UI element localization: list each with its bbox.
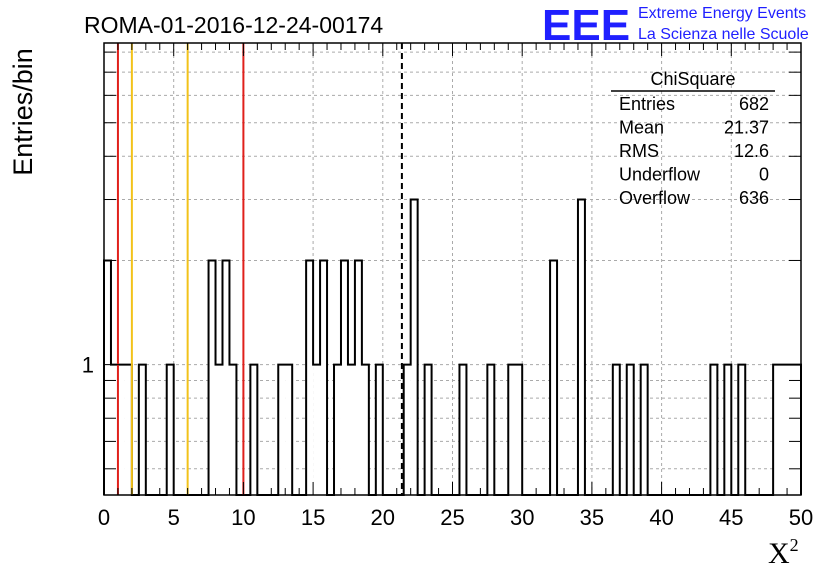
histogram-bar — [104, 260, 111, 495]
histogram-bar — [487, 364, 495, 495]
histogram-bars — [103, 198, 802, 496]
histogram-bar — [773, 364, 781, 495]
histogram-bar — [320, 260, 328, 495]
stats-label: RMS — [619, 141, 659, 161]
histogram-bar — [780, 364, 788, 495]
histogram-bar — [334, 364, 341, 495]
histogram-bar — [550, 260, 558, 495]
histogram-bar — [375, 364, 383, 495]
x-tick-label: 25 — [440, 505, 464, 530]
histogram-bar — [626, 364, 634, 495]
x-tick-label: 30 — [510, 505, 534, 530]
axis-ticks — [103, 43, 802, 495]
x-tick-labels: 0 5 10 15 20 25 30 35 40 45 50 — [98, 505, 813, 530]
histogram-bar — [313, 364, 321, 495]
chart-title: ROMA-01-2016-12-24-00174 — [84, 12, 383, 38]
x-tick-label: 5 — [168, 505, 180, 530]
histogram-bar — [577, 199, 585, 495]
histogram-bar — [724, 364, 732, 495]
x-tick-label: 10 — [231, 505, 255, 530]
histogram-bar — [612, 364, 620, 495]
histogram-bar — [138, 364, 146, 495]
x-tick-label: 20 — [371, 505, 395, 530]
stats-label: Overflow — [619, 188, 691, 208]
histogram-bar — [278, 364, 286, 495]
logo-line-1: Extreme Energy Events — [638, 5, 806, 22]
histogram-bar — [306, 260, 314, 495]
histogram-bar — [222, 260, 230, 495]
stats-label: Underflow — [619, 165, 701, 185]
stats-title: ChiSquare — [650, 69, 735, 89]
y-axis-label: Entries/bin — [8, 48, 38, 176]
histogram-bar — [117, 364, 125, 495]
stats-label: Mean — [619, 118, 664, 138]
logo-line-2: La Scienza nelle Scuole — [638, 26, 809, 43]
y-tick-label: 1 — [82, 353, 94, 378]
x-tick-label: 0 — [98, 505, 110, 530]
histogram-bar — [285, 364, 293, 495]
histogram-bar — [340, 260, 348, 495]
eee-logo: EEE Extreme Energy Events La Scienza nel… — [542, 1, 809, 50]
histogram-bar — [508, 364, 516, 495]
histogram-bar — [459, 364, 467, 495]
stats-box: ChiSquare Entries 682 Mean 21.37 RMS 12.6 Unde… — [611, 69, 775, 208]
reference-lines — [116, 43, 403, 495]
y-tick-labels: 1 — [82, 353, 94, 378]
x-tick-label: 35 — [580, 505, 604, 530]
histogram-bar — [403, 364, 411, 495]
histogram-bar — [794, 364, 801, 495]
histogram-bar — [424, 364, 432, 495]
x-tick-label: 45 — [719, 505, 743, 530]
histogram-bar — [354, 260, 362, 495]
x-tick-label: 50 — [789, 505, 813, 530]
histogram-bar — [787, 364, 795, 495]
logo-mark: EEE — [542, 1, 630, 50]
histogram-bar — [710, 364, 718, 495]
histogram-bar — [250, 364, 258, 495]
x-axis-label-main: X — [768, 537, 790, 570]
histogram-bar — [410, 199, 418, 495]
stats-value: 0 — [759, 165, 769, 185]
histogram-bar — [515, 364, 523, 495]
histogram-bar — [361, 364, 369, 495]
histogram-bar — [640, 364, 648, 495]
histogram-bar — [166, 364, 174, 495]
histogram-bar — [124, 364, 132, 495]
histogram-bar — [738, 364, 746, 495]
histogram-bar — [110, 364, 118, 495]
histogram-bar — [347, 364, 355, 495]
histogram-bar — [215, 364, 223, 495]
histogram-bar — [208, 260, 216, 495]
stats-value: 636 — [739, 188, 769, 208]
stats-value: 21.37 — [724, 118, 769, 138]
histogram-bar — [229, 364, 237, 495]
x-tick-label: 40 — [649, 505, 673, 530]
x-tick-label: 15 — [301, 505, 325, 530]
stats-value: 12.6 — [734, 141, 769, 161]
stats-label: Entries — [619, 94, 675, 114]
x-axis-label: X2 — [768, 535, 799, 570]
x-axis-label-superscript: 2 — [790, 535, 799, 555]
stats-value: 682 — [739, 94, 769, 114]
